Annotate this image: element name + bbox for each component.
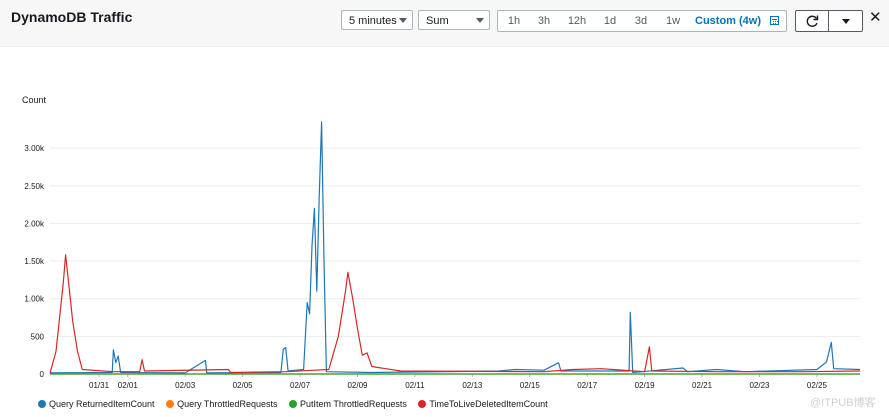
y-tick-label: 500 — [31, 332, 45, 341]
x-tick-label: 02/13 — [462, 381, 483, 388]
x-tick-label: 02/23 — [749, 381, 770, 388]
y-tick-label: 0 — [40, 370, 45, 379]
legend-swatch — [288, 400, 297, 408]
legend-item-query-returned[interactable]: Query ReturnedItemCount — [38, 399, 155, 409]
range-12h[interactable]: 12h — [567, 15, 587, 27]
y-tick-label: 2.00k — [24, 219, 45, 228]
y-tick-label: 1.50k — [24, 257, 45, 266]
calendar-icon[interactable] — [770, 16, 779, 25]
legend-label: Query ThrottledRequests — [177, 399, 278, 409]
watermark: @ITPUB博客 — [810, 397, 876, 409]
range-3h[interactable]: 3h — [537, 15, 551, 27]
x-tick-label: 02/01 — [118, 381, 139, 388]
refresh-icon — [806, 15, 819, 27]
x-tick-label: 02/17 — [577, 381, 598, 388]
legend-swatch — [166, 400, 175, 408]
x-tick-label: 02/03 — [175, 381, 196, 388]
x-tick-label: 02/21 — [692, 381, 713, 388]
traffic-chart: 0 500 1.00k 1.50k 2.00k 2.50k 3.00k 01/31 02/01 0… — [24, 121, 861, 388]
legend-label: PutItem ThrottledRequests — [299, 399, 407, 409]
series-line-3 — [49, 254, 861, 374]
chevron-down-icon — [399, 18, 407, 23]
y-tick-label: 1.00k — [24, 295, 45, 304]
x-tick-label: 02/25 — [807, 381, 828, 388]
chevron-down-icon — [842, 19, 850, 24]
y-tick-label: 3.00k — [24, 144, 45, 153]
legend-item-ttl-deleted[interactable]: TimeToLiveDeletedItemCount — [418, 399, 548, 409]
legend-item-query-throttled[interactable]: Query ThrottledRequests — [166, 399, 277, 409]
chevron-down-icon — [476, 18, 484, 23]
legend-swatch — [418, 400, 427, 408]
range-1h[interactable]: 1h — [507, 15, 521, 27]
close-icon[interactable]: ✕ — [869, 9, 882, 26]
refresh-button[interactable] — [795, 10, 829, 32]
chart-legend: Query ReturnedItemCount Query ThrottledR… — [38, 399, 557, 413]
statistic-select[interactable]: Sum — [418, 10, 490, 30]
x-tick-label: 02/09 — [347, 381, 368, 388]
period-value: 5 minutes — [349, 15, 397, 27]
widget-title: DynamoDB Traffic — [11, 9, 133, 25]
x-tick-label: 02/19 — [635, 381, 656, 388]
y-axis-label: Count — [22, 95, 47, 105]
legend-label: TimeToLiveDeletedItemCount — [429, 399, 548, 409]
legend-label: Query ReturnedItemCount — [49, 399, 155, 409]
x-tick-label: 02/07 — [290, 381, 311, 388]
x-tick-label: 02/15 — [520, 381, 541, 388]
x-tick-label: 01/31 — [89, 381, 110, 388]
time-range-selector: 1h 3h 12h 1d 3d 1w Custom (4w) — [497, 10, 787, 32]
series-line-0 — [49, 121, 861, 374]
range-custom[interactable]: Custom (4w) — [695, 15, 761, 27]
legend-swatch — [38, 400, 46, 408]
widget-header: DynamoDB Traffic 5 minutes Sum 1h 3h 12h… — [0, 0, 889, 47]
statistic-value: Sum — [426, 15, 449, 27]
period-select[interactable]: 5 minutes — [341, 10, 413, 30]
range-1w[interactable]: 1w — [665, 15, 681, 27]
actions-menu-button[interactable] — [828, 10, 863, 32]
x-tick-label: 02/11 — [405, 381, 425, 388]
y-tick-label: 2.50k — [24, 182, 45, 191]
range-1d[interactable]: 1d — [603, 15, 617, 27]
legend-item-putitem-throttled[interactable]: PutItem ThrottledRequests — [288, 399, 407, 409]
range-3d[interactable]: 3d — [634, 15, 648, 27]
x-tick-label: 02/05 — [233, 381, 254, 388]
